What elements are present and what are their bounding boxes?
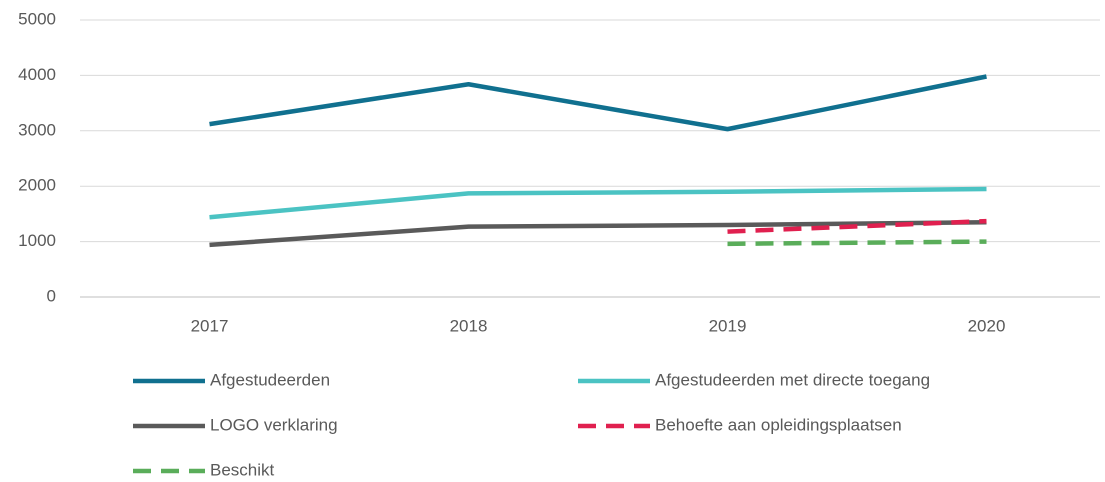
legend-label: LOGO verklaring <box>210 415 338 434</box>
legend-label: Afgestudeerden <box>210 370 330 389</box>
x-tick-label: 2020 <box>968 316 1006 335</box>
y-tick-label: 3000 <box>18 120 56 139</box>
legend-label: Beschikt <box>210 460 275 479</box>
series-line <box>209 74 987 132</box>
y-tick-label: 4000 <box>18 65 56 84</box>
y-tick-label: 0 <box>47 286 56 305</box>
series-line <box>209 219 987 248</box>
series-line <box>727 239 987 247</box>
legend-label: Afgestudeerden met directe toegang <box>655 370 930 389</box>
y-tick-label: 5000 <box>18 9 56 28</box>
series-line <box>727 218 987 234</box>
legend-label: Behoefte aan opleidingsplaatsen <box>655 415 902 434</box>
series-line <box>209 186 987 220</box>
x-tick-label: 2019 <box>709 316 747 335</box>
y-tick-label: 2000 <box>18 176 56 195</box>
x-tick-label: 2017 <box>191 316 229 335</box>
x-tick-label: 2018 <box>450 316 488 335</box>
y-tick-label: 1000 <box>18 231 56 250</box>
